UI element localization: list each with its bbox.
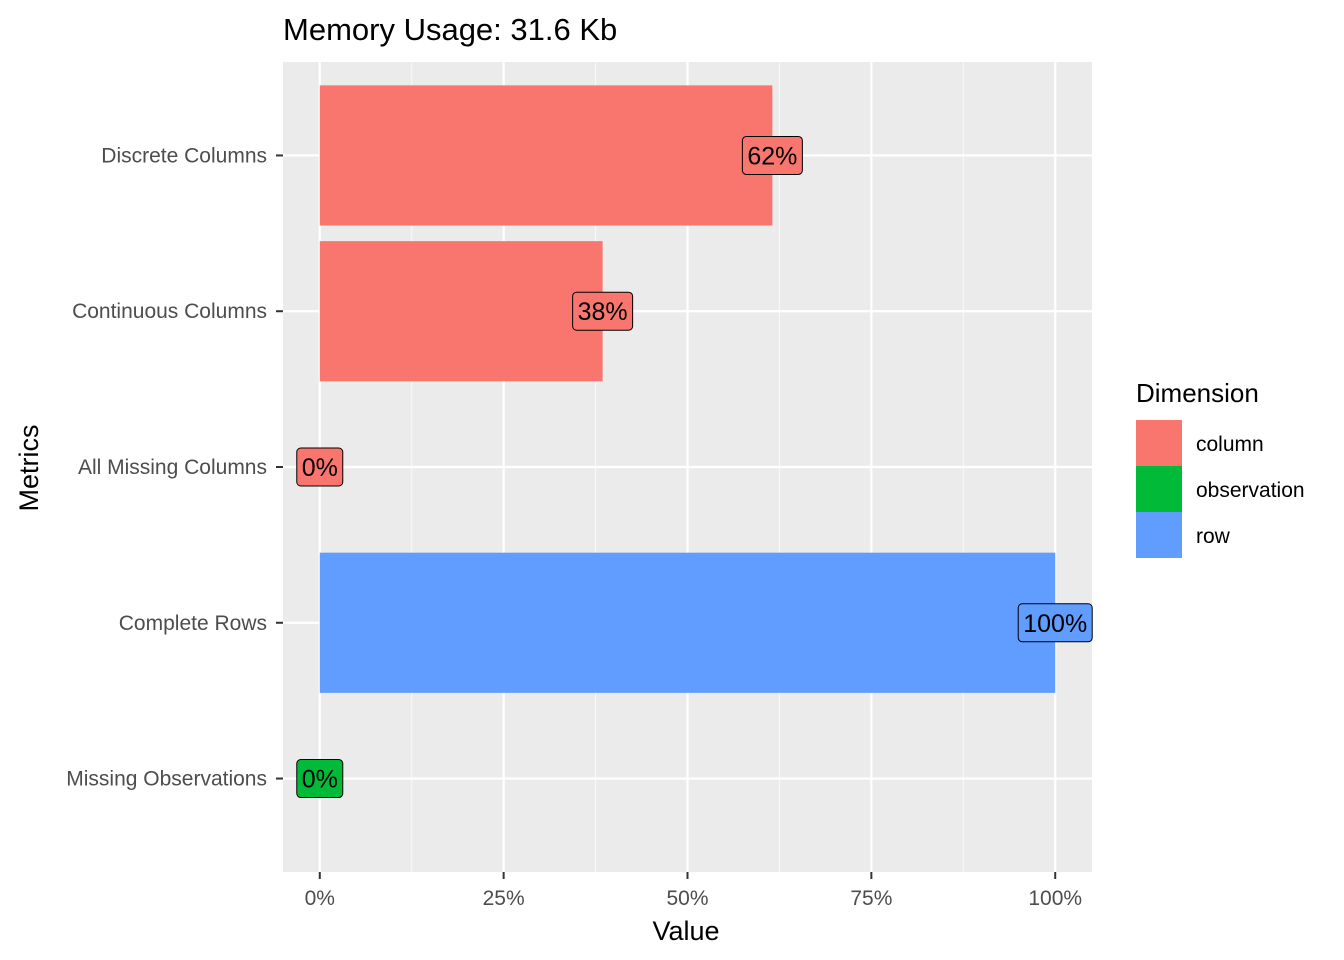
bars bbox=[319, 85, 1056, 693]
x-axis: 0% 25% 50% 75% 100% bbox=[305, 872, 1082, 910]
data-label-text: 38% bbox=[578, 298, 628, 326]
data-label-box bbox=[296, 759, 344, 799]
data-label-box bbox=[296, 447, 344, 487]
legend-title: Dimension bbox=[1136, 378, 1259, 408]
x-tick-label: 100% bbox=[1028, 887, 1082, 910]
legend-label: column bbox=[1196, 433, 1264, 456]
data-label: 100% bbox=[1017, 603, 1093, 643]
data-label: 0% bbox=[296, 759, 344, 799]
y-axis-title: Metrics bbox=[14, 425, 44, 512]
data-labels: 62% 38% 0% 100% 0% bbox=[296, 135, 1093, 799]
legend-key bbox=[1136, 420, 1182, 466]
legend-key bbox=[1136, 466, 1182, 512]
bar-discrete-columns bbox=[319, 85, 773, 226]
data-label: 0% bbox=[296, 447, 344, 487]
data-label-text: 0% bbox=[302, 454, 338, 482]
data-label: 62% bbox=[741, 135, 803, 175]
data-label-box bbox=[741, 135, 803, 175]
data-label-text: 0% bbox=[302, 766, 338, 794]
x-tick-label: 75% bbox=[850, 887, 892, 910]
x-tick-label: 0% bbox=[305, 887, 335, 910]
data-label-box bbox=[1017, 603, 1093, 643]
y-tick-label: Discrete Columns bbox=[101, 144, 267, 167]
y-tick-label: Continuous Columns bbox=[72, 300, 267, 323]
y-tick-label: Complete Rows bbox=[119, 612, 267, 635]
data-label-box bbox=[572, 291, 634, 331]
legend-label: row bbox=[1196, 525, 1231, 548]
y-axis: Discrete Columns Continuous Columns All Mi… bbox=[66, 144, 283, 791]
data-label: 38% bbox=[572, 291, 634, 331]
legend-label: observation bbox=[1196, 479, 1305, 502]
legend-key bbox=[1136, 512, 1182, 558]
y-tick-label: Missing Observations bbox=[66, 768, 267, 791]
bar-continuous-columns bbox=[319, 241, 603, 382]
data-label-text: 62% bbox=[747, 142, 797, 170]
x-axis-title: Value bbox=[652, 916, 719, 946]
bar-complete-rows bbox=[319, 552, 1056, 693]
y-tick-label: All Missing Columns bbox=[78, 456, 267, 479]
x-tick-label: 25% bbox=[483, 887, 525, 910]
chart-title: Memory Usage: 31.6 Kb bbox=[283, 12, 617, 47]
data-label-text: 100% bbox=[1023, 610, 1087, 638]
legend: Dimension column observation row bbox=[1136, 378, 1305, 558]
x-tick-label: 50% bbox=[666, 887, 708, 910]
